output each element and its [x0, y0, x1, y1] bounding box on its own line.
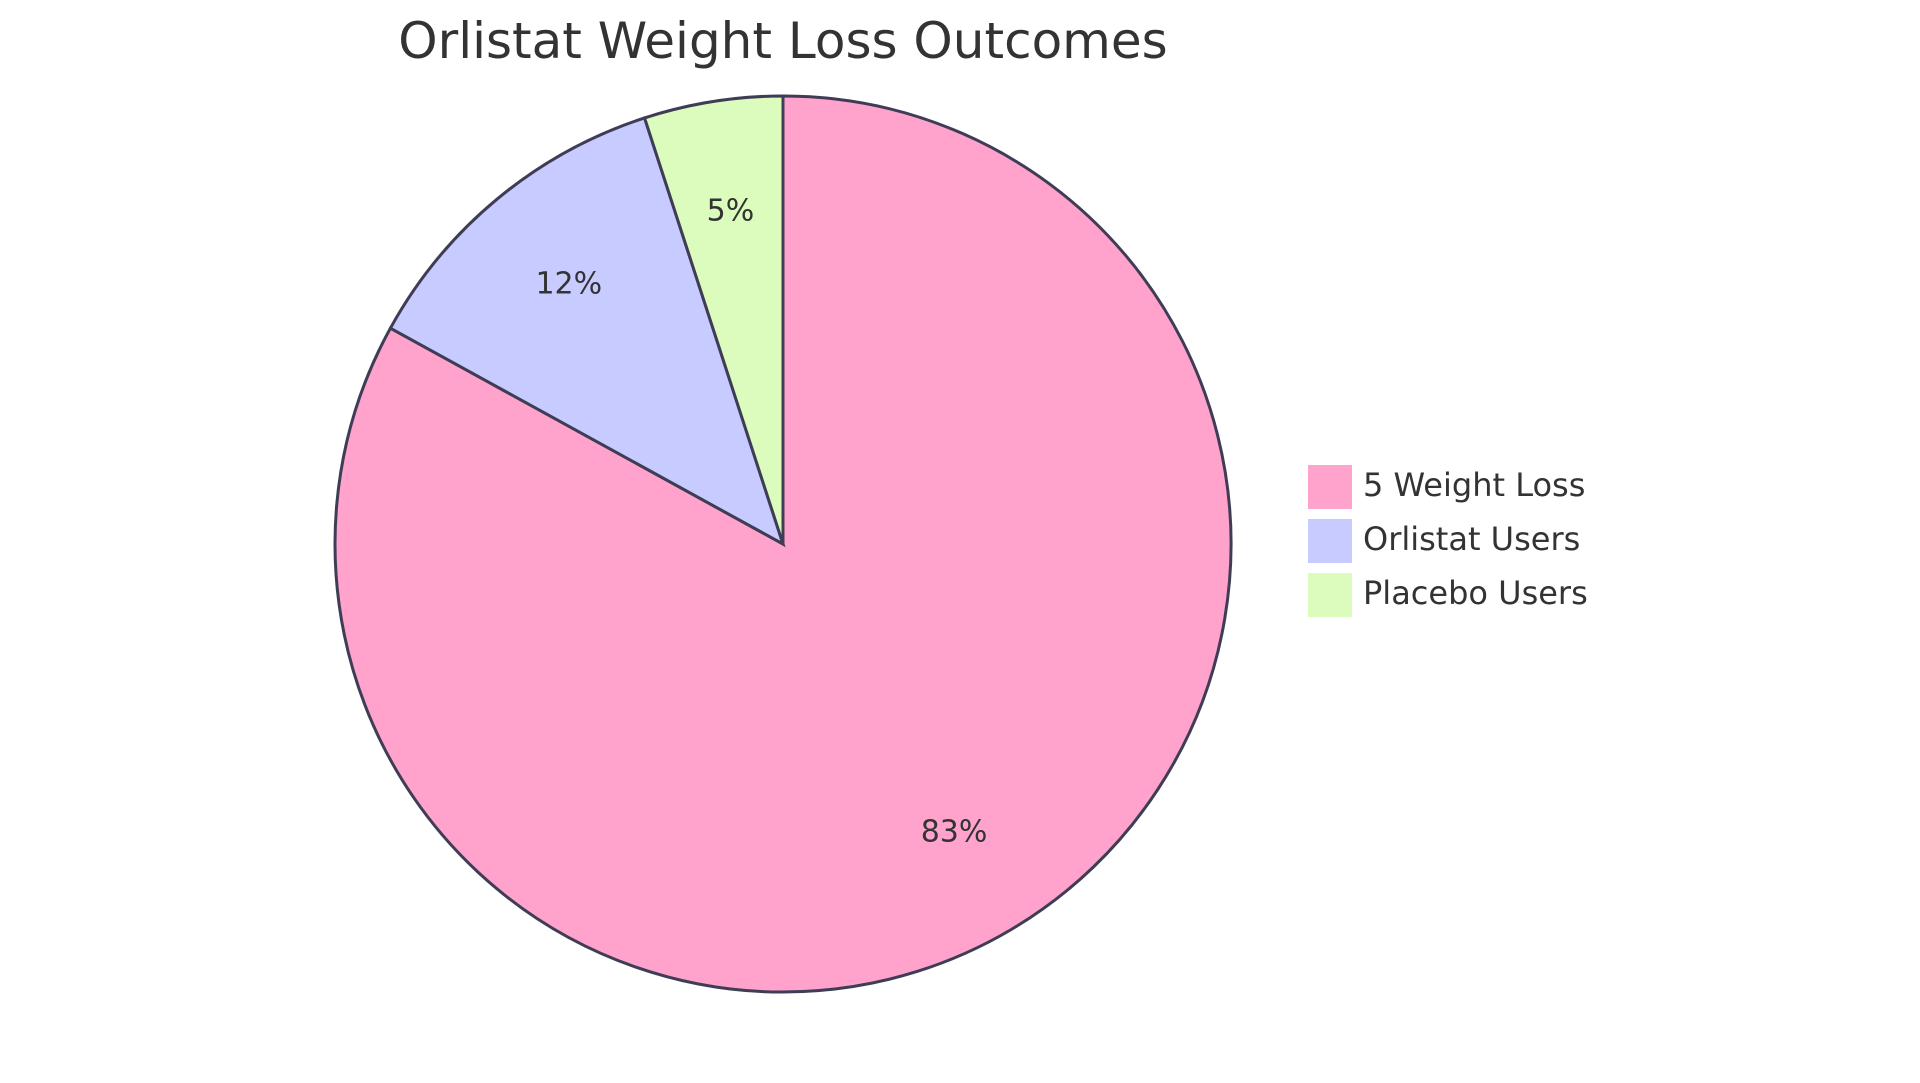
legend-swatch	[1306, 571, 1354, 619]
chart-title: Orlistat Weight Loss Outcomes	[398, 12, 1167, 70]
pie-slice-placebo-users	[642, 94, 785, 545]
legend-swatch	[1306, 517, 1354, 565]
pie-slice-labels: 83% 12% 5%	[535, 194, 987, 850]
legend-label: Placebo Users	[1363, 574, 1588, 612]
legend-label: 5 Weight Loss	[1363, 466, 1585, 504]
pie-slice-orlistat-users	[388, 116, 786, 548]
legend-swatch	[1306, 463, 1354, 511]
slice-data-label: 12%	[535, 267, 602, 302]
legend-label: Orlistat Users	[1363, 520, 1580, 558]
slice-data-label: 5%	[707, 194, 755, 229]
pie-slices	[333, 94, 1233, 994]
legend: 5 Weight Loss Orlistat Users Placebo Users	[1306, 463, 1588, 619]
slice-data-label: 83%	[921, 815, 988, 850]
